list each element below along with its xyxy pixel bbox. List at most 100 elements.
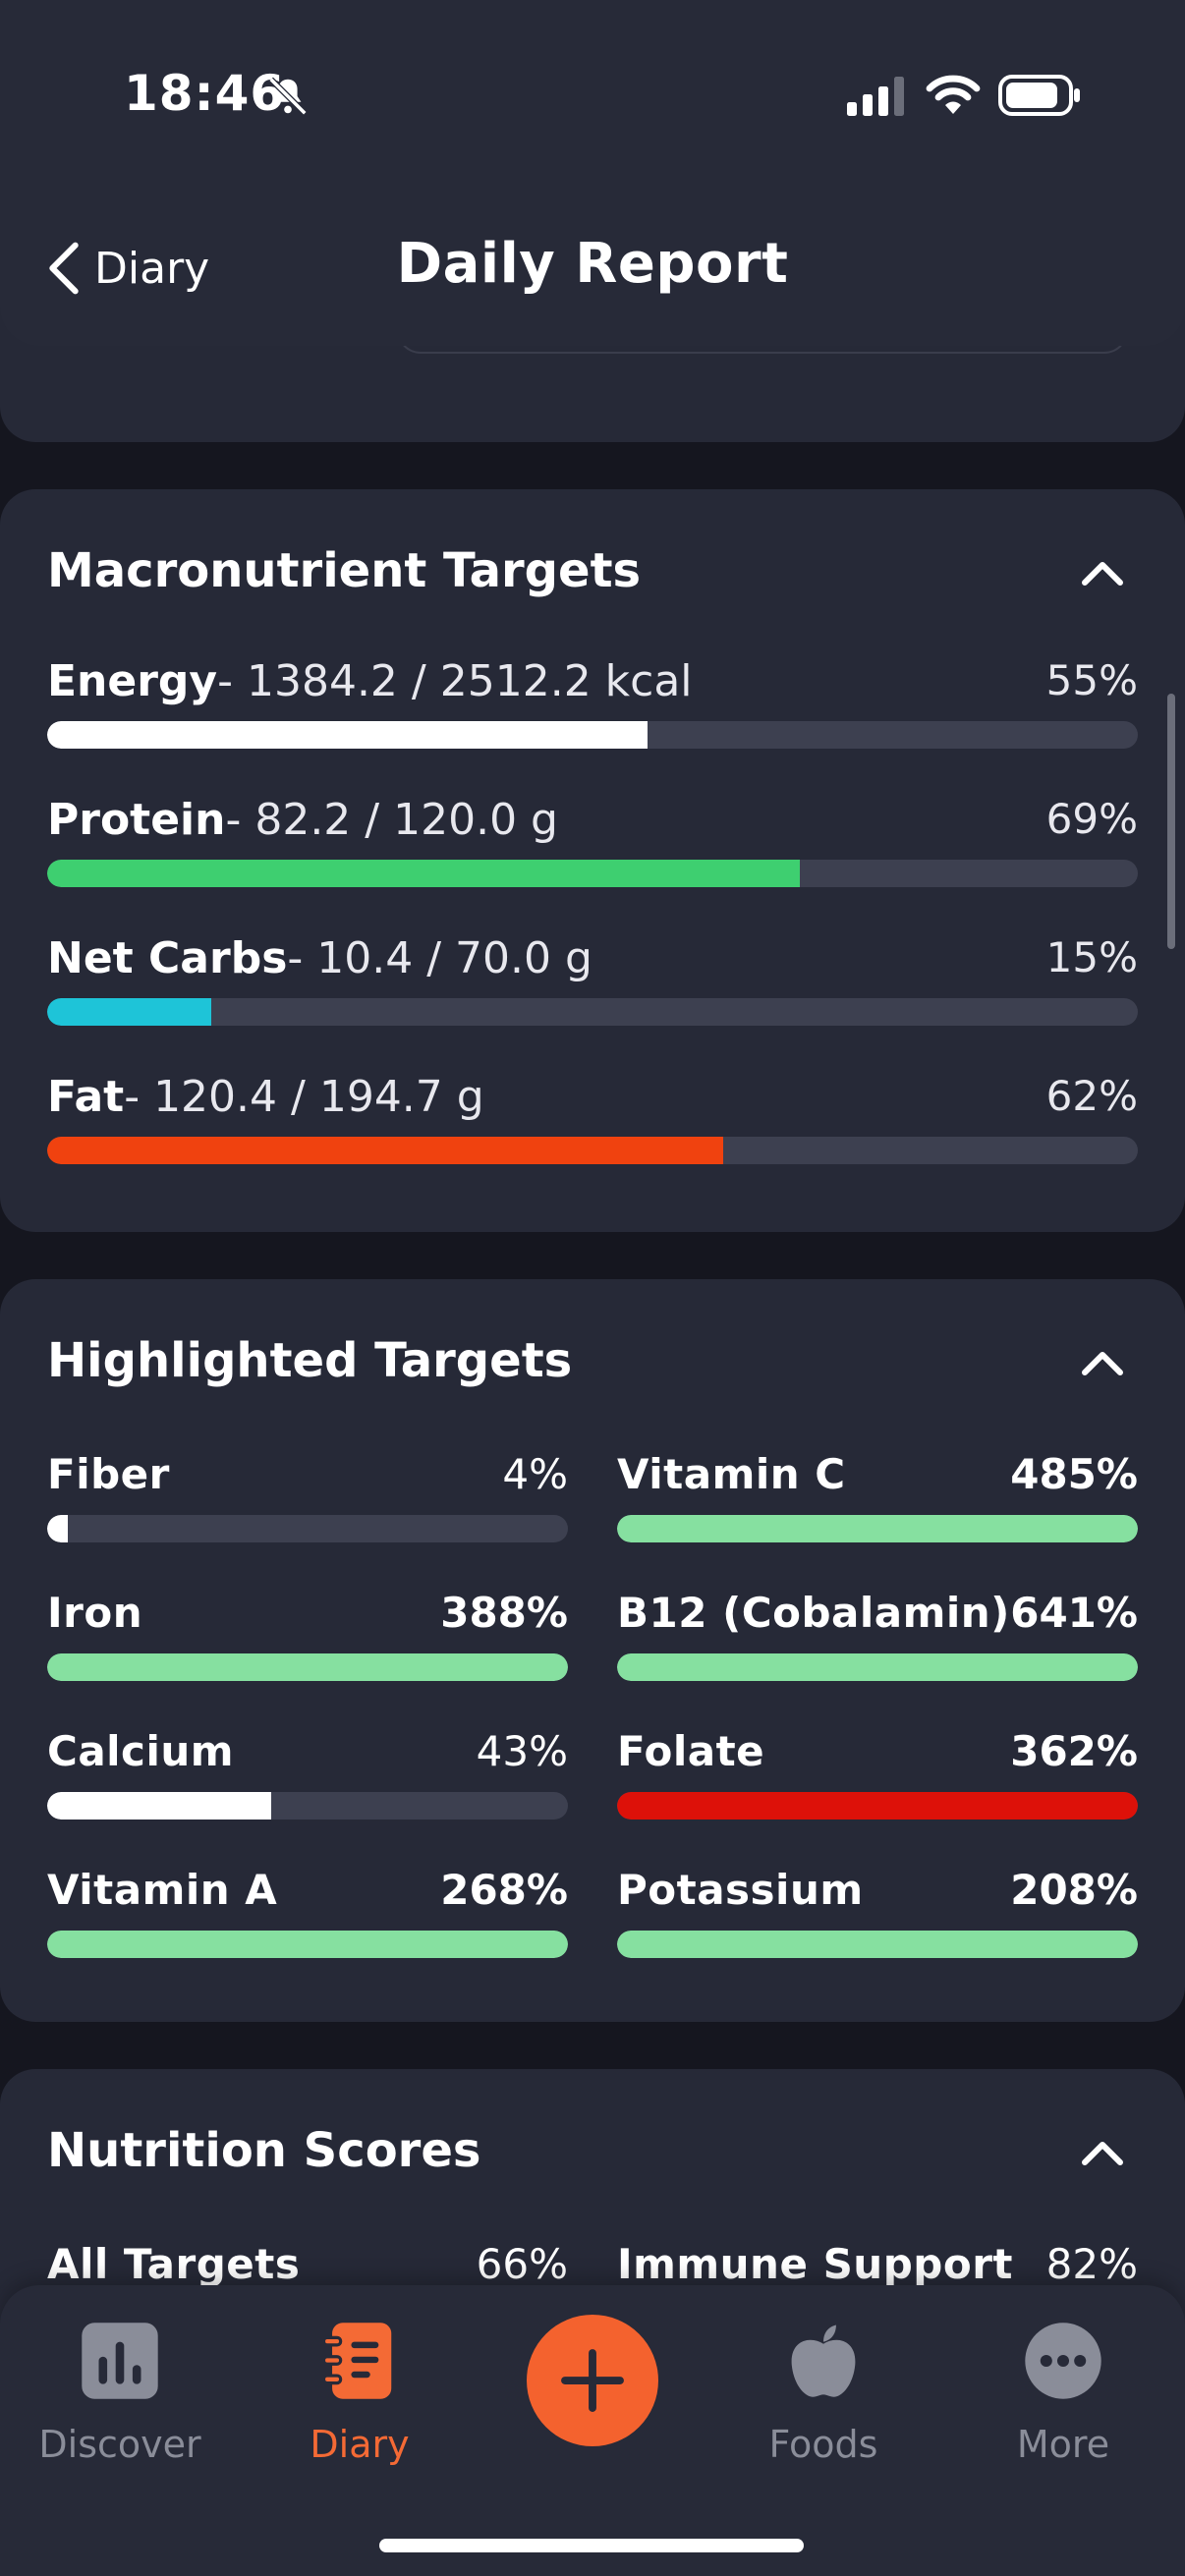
target-name: Folate (617, 1727, 765, 1775)
score-name: All Targets (47, 2240, 301, 2288)
top-bar: 18:46 Diary Daily Report (0, 0, 1185, 346)
score-percent: 82% (1045, 2240, 1138, 2288)
macro-name: Energy (47, 656, 218, 706)
macro-percent: 55% (1045, 656, 1138, 704)
target-percent: 641% (1010, 1589, 1138, 1637)
tab-discover[interactable]: Discover (22, 2315, 218, 2472)
progress-bar (47, 860, 1138, 887)
progress-bar (47, 1515, 568, 1542)
progress-fill (47, 721, 648, 749)
tab-label: More (1016, 2423, 1110, 2466)
target-vitamin-c[interactable]: Vitamin C 485% (617, 1450, 1138, 1548)
add-button[interactable] (527, 2315, 658, 2446)
target-percent: 208% (1010, 1866, 1138, 1914)
target-percent: 43% (476, 1727, 568, 1775)
notebook-icon (321, 2323, 392, 2399)
target-percent: 362% (1010, 1727, 1138, 1775)
progress-bar (47, 1653, 568, 1681)
tab-label: Discover (38, 2423, 201, 2466)
chevron-up-icon[interactable] (1081, 2138, 1124, 2167)
target-vitamin-a[interactable]: Vitamin A 268% (47, 1866, 568, 1964)
progress-bar (617, 1515, 1138, 1542)
target-name: B12 (Cobalamin) (617, 1589, 1010, 1637)
progress-bar (617, 1931, 1138, 1958)
progress-bar (47, 721, 1138, 749)
score-name: Immune Support (617, 2240, 1013, 2288)
target-percent: 388% (440, 1589, 568, 1637)
more-dots-icon (1025, 2323, 1101, 2399)
wifi-icon (926, 75, 981, 114)
macro-percent: 62% (1045, 1072, 1138, 1120)
back-button[interactable]: Diary (47, 234, 209, 303)
back-label: Diary (94, 243, 210, 294)
target-name: Fiber (47, 1450, 170, 1498)
target-name: Calcium (47, 1727, 235, 1775)
target-calcium[interactable]: Calcium 43% (47, 1727, 568, 1825)
progress-fill (47, 1515, 69, 1542)
tab-label: Foods (768, 2423, 878, 2466)
target-name: Iron (47, 1589, 143, 1637)
target-name: Potassium (617, 1866, 864, 1914)
chevron-left-icon (49, 242, 79, 295)
macro-detail: - 1384.2 / 2512.2 kcal (217, 656, 693, 706)
progress-fill (47, 1792, 271, 1820)
macro-row-fat: Fat- 120.4 / 194.7 g 62% (47, 1072, 1138, 1170)
target-potassium[interactable]: Potassium 208% (617, 1866, 1138, 1964)
macro-name: Fat (47, 1072, 125, 1122)
macronutrient-targets-card: Macronutrient Targets Energy- 1384.2 / 2… (0, 489, 1185, 1232)
target-name: Vitamin A (47, 1866, 278, 1914)
scroll-indicator[interactable] (1167, 694, 1175, 949)
macro-name: Protein (47, 795, 226, 845)
battery-icon (998, 75, 1080, 116)
progress-bar (617, 1792, 1138, 1820)
score-all-targets[interactable]: All Targets 66% (47, 2240, 568, 2338)
macro-detail: - 120.4 / 194.7 g (124, 1072, 484, 1122)
bell-slash-icon (268, 77, 308, 116)
target-fiber[interactable]: Fiber 4% (47, 1450, 568, 1548)
macro-row-protein: Protein- 82.2 / 120.0 g 69% (47, 795, 1138, 893)
target-percent: 268% (440, 1866, 568, 1914)
cellular-signal-icon (847, 77, 904, 116)
progress-fill (617, 1931, 1138, 1958)
tab-more[interactable]: More (965, 2315, 1161, 2472)
status-time: 18:46 (124, 65, 286, 122)
progress-bar (47, 1137, 1138, 1164)
plus-icon (561, 2349, 624, 2412)
macro-name: Net Carbs (47, 933, 288, 983)
chevron-up-icon[interactable] (1081, 1348, 1124, 1377)
home-indicator (379, 2539, 804, 2552)
progress-fill (47, 998, 211, 1026)
target-folate[interactable]: Folate 362% (617, 1727, 1138, 1825)
score-percent: 66% (476, 2240, 568, 2288)
target-b12[interactable]: B12 (Cobalamin) 641% (617, 1589, 1138, 1687)
progress-fill (617, 1653, 1138, 1681)
progress-fill (47, 1931, 568, 1958)
progress-fill (47, 1137, 724, 1164)
target-iron[interactable]: Iron 388% (47, 1589, 568, 1687)
bar-chart-icon (82, 2323, 158, 2399)
apple-icon (791, 2324, 856, 2397)
score-immune-support[interactable]: Immune Support 82% (617, 2240, 1138, 2338)
progress-bar (47, 1792, 568, 1820)
macro-detail: - 10.4 / 70.0 g (287, 933, 592, 983)
progress-fill (617, 1515, 1138, 1542)
macro-percent: 15% (1045, 933, 1138, 981)
chevron-up-icon[interactable] (1081, 558, 1124, 588)
card-title: Highlighted Targets (47, 1333, 573, 1388)
page-title: Daily Report (396, 232, 789, 296)
target-name: Vitamin C (617, 1450, 846, 1498)
highlighted-targets-card: Highlighted Targets Fiber 4% Vitamin C 4… (0, 1279, 1185, 2022)
target-percent: 485% (1010, 1450, 1138, 1498)
target-percent: 4% (502, 1450, 568, 1498)
macro-row-energy: Energy- 1384.2 / 2512.2 kcal 55% (47, 656, 1138, 755)
progress-bar (617, 1653, 1138, 1681)
card-title: Macronutrient Targets (47, 543, 642, 598)
tab-foods[interactable]: Foods (725, 2315, 922, 2472)
card-title: Nutrition Scores (47, 2123, 481, 2178)
progress-fill (47, 1653, 568, 1681)
macro-percent: 69% (1045, 795, 1138, 843)
tab-diary[interactable]: Diary (261, 2315, 458, 2472)
tab-label: Diary (310, 2423, 410, 2466)
macro-detail: - 82.2 / 120.0 g (225, 795, 558, 845)
progress-fill (617, 1792, 1138, 1820)
